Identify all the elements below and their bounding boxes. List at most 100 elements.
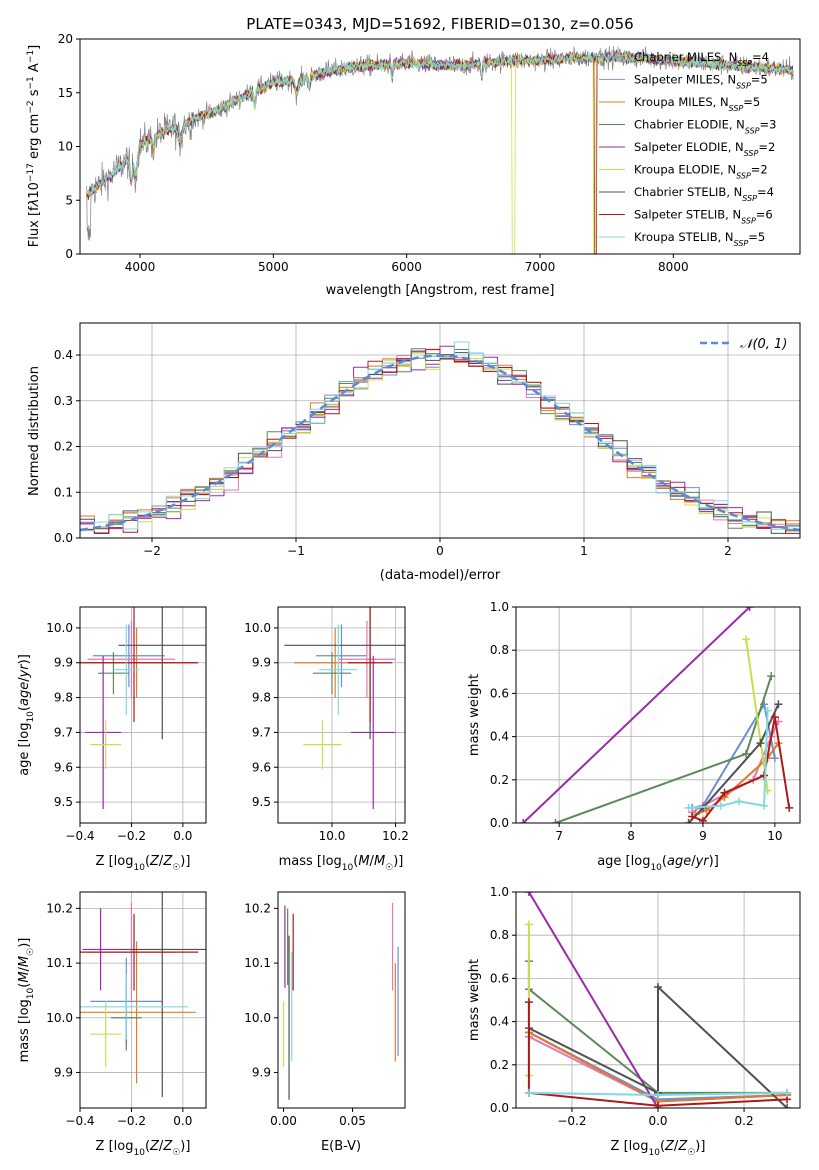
x-tick-label: 5000 [258,260,289,274]
residual-legend: 𝒩(0, 1) [700,337,787,352]
weight-series-6 [687,703,780,823]
weight-vs-Z-panel: −0.2 0.0 0.2 0.0 0.2 0.4 0.6 0.8 1.0 Z [log10(Z/… [467,885,801,1158]
y-tick-label: 0.6 [490,686,509,700]
mass-vs-Z-xlabel: Z [log10(Z/Z☉)] [96,1139,191,1158]
y-tick-label: 9.8 [252,691,271,705]
y-tick-label: 0.2 [54,440,73,454]
y-tick-label: 10.0 [46,621,73,635]
age-vs-Z-panel: −0.4 −0.2 0.0 9.5 9.6 9.7 9.8 9.9 10.0 Z [log10(… [17,606,207,873]
weight-vs-age-panel: 7 8 9 10 0.0 0.2 0.4 0.6 0.8 1.0 age [log10(age/y… [467,600,801,873]
y-tick-label: 0.2 [490,773,509,787]
y-tick-label: 9.7 [252,725,271,739]
weight-marker [684,803,693,812]
y-tick-label: 9.9 [54,1065,73,1079]
legend-label: Chabrier ELODIE, NSSP=3 [634,118,776,136]
errorbar-point [80,974,188,1040]
histogram-7 [80,348,800,534]
y-tick-label: 1.0 [490,600,509,614]
x-tick-label: −1 [287,544,305,558]
x-tick-label: 0.0 [173,1114,192,1128]
y-tick-label: 9.9 [252,1065,271,1079]
spectrum-legend: Chabrier MILES, NSSP=4 Salpeter MILES, NS… [599,50,776,248]
x-tick-label: −0.2 [117,1114,146,1128]
x-tick-label: 4000 [125,260,156,274]
y-tick-label: 9.9 [54,656,73,670]
legend-label: Salpeter ELODIE, NSSP=2 [634,140,775,158]
weight-marker [716,801,725,810]
x-tick-label: 10.2 [382,829,409,843]
errorbar-point [338,620,396,698]
y-tick-label: 0 [65,247,73,261]
residual-ylabel: Normed distribution [27,366,42,496]
y-tick-label: 0.1 [54,485,73,499]
errorbar-point [90,720,122,769]
y-tick-label: 9.5 [54,795,73,809]
x-tick-label: 0.2 [735,1114,754,1128]
weight-marker [774,700,783,709]
weight-marker [551,819,560,823]
weight-marker [760,771,769,780]
y-tick-label: 9.6 [54,760,73,774]
model-spectrum-8 [86,51,794,195]
histogram-8 [80,341,800,532]
weight-series-7 [527,1002,788,1107]
legend-label: Kroupa STELIB, NSSP=5 [634,230,765,248]
weight-marker [783,1088,792,1097]
errorbar-point [303,720,342,769]
age-vs-mass-panel: 10.0 10.2 9.5 9.6 9.7 9.8 9.9 10.0 mass [log10(… [244,606,409,873]
y-tick-label: 0.3 [54,394,73,408]
normal-curve [80,354,800,532]
spectrum-ylabel: Flux [fλ10−17 erg cm−2 s−1 A−1] [26,45,42,247]
errorbar-point [319,624,358,715]
residual-legend-label: 𝒩(0, 1) [740,337,787,352]
x-tick-label: 1 [580,544,588,558]
spectrum-xlabel: wavelength [Angstrom, rest frame] [326,283,555,298]
errorbar-point [85,655,122,810]
mass-vs-EBV-xlabel: E(B-V) [321,1139,361,1154]
weight-marker [742,749,751,758]
y-tick-label: 0.6 [490,971,509,985]
weight-marker [783,1104,792,1108]
mass-vs-EBV-panel: 0.00 0.05 9.9 10.0 10.1 10.2 E(B-V) [244,891,406,1154]
weight-marker [654,1091,662,1100]
y-tick-label: 10 [58,140,73,154]
weight-marker [742,635,751,644]
weight-series-4 [522,607,751,823]
weight-marker [688,812,697,821]
x-tick-label: 7 [555,829,563,843]
y-tick-label: 10.0 [244,1011,271,1025]
y-tick-label: 9.7 [54,725,73,739]
x-tick-label: −0.4 [65,1114,94,1128]
weight-series-5 [745,639,769,791]
y-tick-label: 0.4 [490,1015,509,1029]
errorbar-point [351,655,396,810]
weight-marker [756,739,765,748]
legend-label: Salpeter STELIB, NSSP=6 [634,208,773,226]
y-tick-label: 10.2 [46,901,73,915]
spectrum-panel: PLATE=0343, MJD=51692, FIBERID=0130, z=0… [26,15,801,298]
errorbar-point [80,913,199,991]
spectrum-title: PLATE=0343, MJD=51692, FIBERID=0130, z=0… [246,15,633,33]
weight-marker [760,801,769,810]
weight-vs-age-xlabel: age [log10(age/yr)] [597,854,719,873]
x-tick-label: 7000 [525,260,556,274]
mass-vs-Z-panel: −0.4 −0.2 0.0 9.9 10.0 10.1 10.2 Z [log10(Z/Z☉… [17,891,207,1158]
y-tick-label: 0.4 [490,730,509,744]
errorbar-point [82,908,119,991]
weight-vs-Z-ylabel: mass weight [467,959,482,1041]
legend-label: Salpeter MILES, NSSP=5 [634,73,768,91]
y-tick-label: 9.9 [252,656,271,670]
x-tick-label: −0.2 [557,1114,586,1128]
weight-marker [763,706,772,715]
errorbar-point [113,624,140,715]
x-tick-label: −0.4 [65,829,94,843]
x-tick-label: 2 [724,544,732,558]
y-tick-label: 0.0 [490,1101,509,1115]
errorbar-point [347,607,393,722]
x-tick-label: 0.05 [339,1114,366,1128]
x-tick-label: 10.0 [319,829,346,843]
legend-label: Chabrier MILES, NSSP=4 [634,50,769,68]
x-tick-label: 0 [436,544,444,558]
weight-vs-Z-xlabel: Z [log10(Z/Z☉)] [611,1139,706,1158]
y-tick-label: 10.0 [244,621,271,635]
